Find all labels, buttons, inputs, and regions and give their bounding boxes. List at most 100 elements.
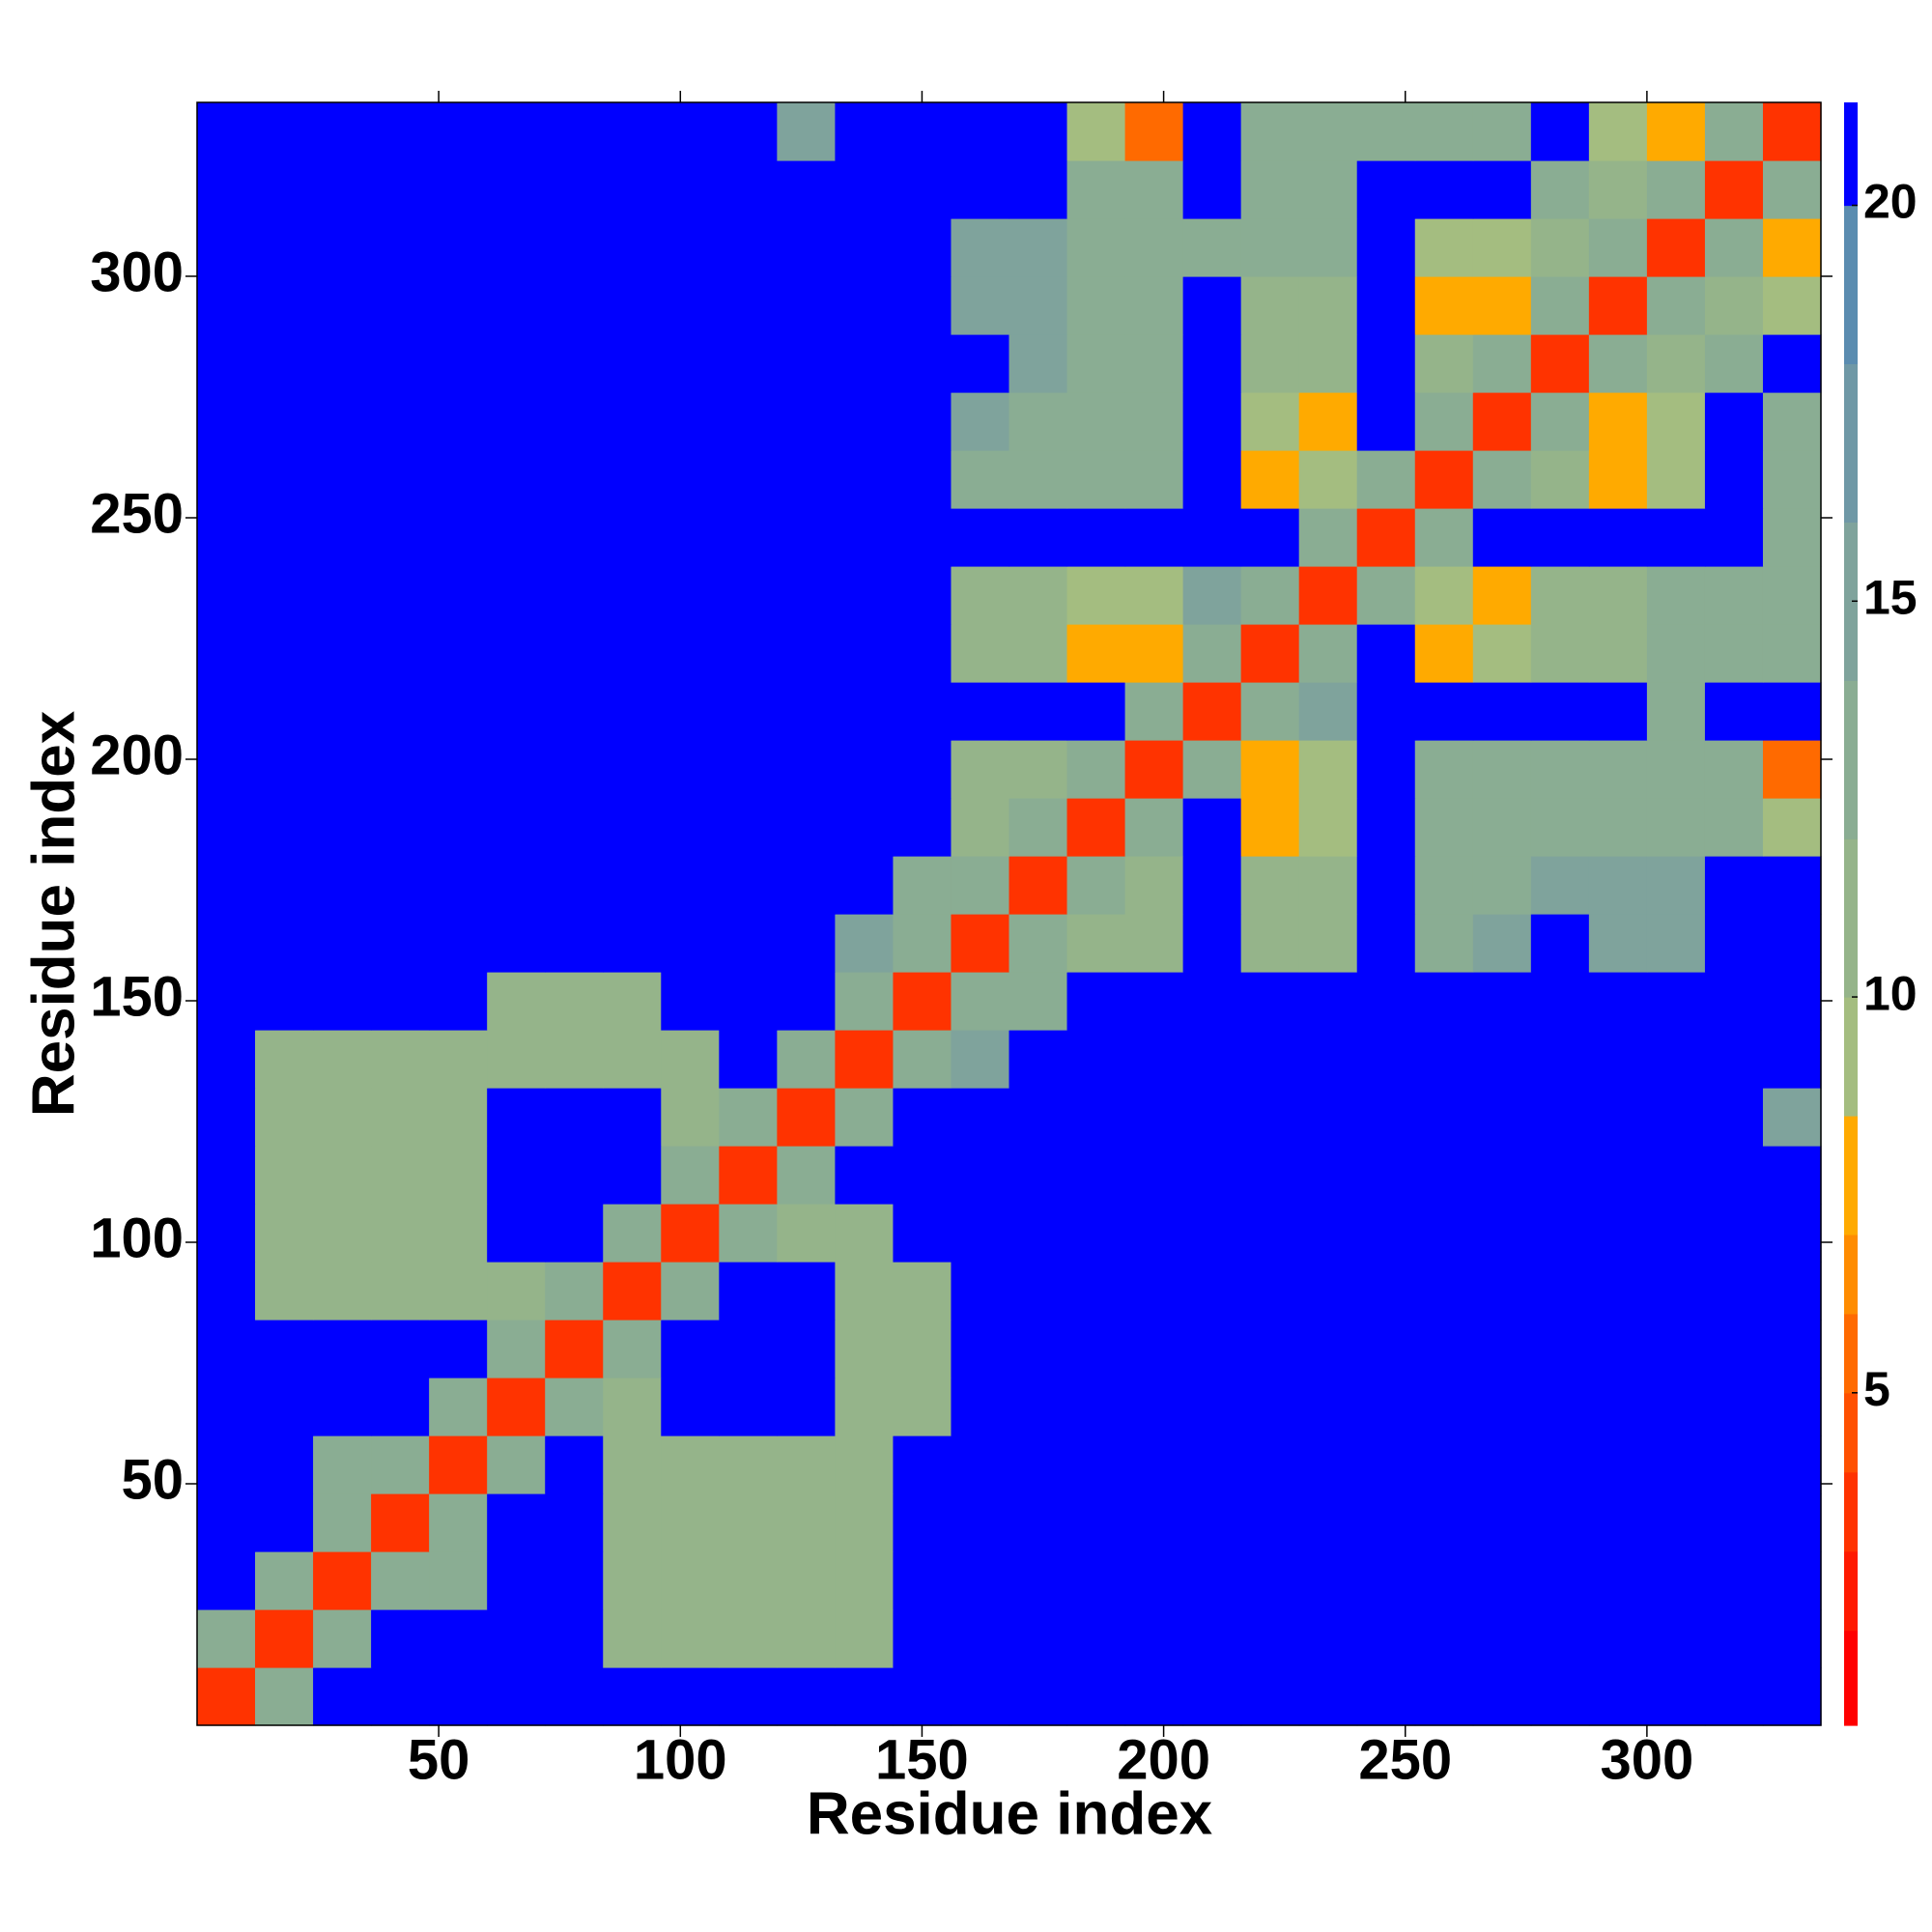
heatmap-cell — [1298, 972, 1358, 1031]
heatmap-cell — [1298, 1204, 1358, 1263]
heatmap-cell — [603, 1146, 662, 1205]
heatmap-cell — [661, 856, 720, 915]
heatmap-cell — [1066, 160, 1126, 219]
heatmap-cell — [1414, 160, 1474, 219]
heatmap-cell — [835, 1667, 895, 1726]
heatmap-cell — [313, 1551, 372, 1610]
heatmap-cell — [255, 566, 314, 625]
heatmap-cell — [197, 566, 256, 625]
heatmap-cell — [371, 624, 430, 683]
heatmap-cell — [1646, 508, 1706, 567]
heatmap-cell — [255, 1262, 314, 1321]
heatmap-cell — [1182, 1204, 1242, 1263]
heatmap-cell — [1124, 566, 1184, 625]
heatmap-cell — [1240, 508, 1300, 567]
heatmap-cell — [487, 1609, 546, 1668]
heatmap-cell — [719, 1146, 778, 1205]
heatmap-cell — [1009, 856, 1068, 915]
heatmap-cell — [1298, 1320, 1358, 1378]
heatmap-cell — [1530, 914, 1590, 973]
heatmap-cell — [313, 508, 372, 567]
heatmap-cell — [1588, 972, 1648, 1031]
heatmap-cell — [1009, 566, 1068, 625]
heatmap-cell — [661, 1493, 720, 1552]
heatmap-cell — [603, 160, 662, 219]
x-tick-label: 300 — [1601, 1728, 1694, 1791]
heatmap-cell — [1240, 218, 1300, 277]
heatmap-cell — [545, 1262, 604, 1321]
plot-frame — [196, 101, 1822, 1726]
heatmap-cell — [1240, 566, 1300, 625]
heatmap-cell — [313, 450, 372, 509]
heatmap-cell — [1762, 1030, 1822, 1089]
heatmap-cell — [1066, 1146, 1126, 1205]
heatmap-cell — [719, 1204, 778, 1263]
heatmap-cell — [545, 334, 604, 393]
heatmap-cell — [1588, 1551, 1648, 1610]
heatmap-cell — [1298, 1262, 1358, 1321]
heatmap-cell — [1124, 1551, 1184, 1610]
heatmap-cell — [1124, 276, 1184, 335]
heatmap-cell — [1704, 1493, 1764, 1552]
heatmap-cell — [1009, 160, 1068, 219]
heatmap-cell — [835, 1493, 895, 1552]
heatmap-cell — [1646, 1320, 1706, 1378]
heatmap-cell — [835, 1609, 895, 1668]
heatmap-cell — [1414, 914, 1474, 973]
heatmap-cell — [893, 1204, 952, 1263]
heatmap-cell — [951, 102, 1010, 161]
heatmap-cell — [1530, 1551, 1590, 1610]
heatmap-cell — [1066, 1204, 1126, 1263]
heatmap-cell — [1066, 102, 1126, 161]
heatmap-cell — [197, 1146, 256, 1205]
heatmap-cell — [197, 1609, 256, 1668]
heatmap-cell — [1646, 218, 1706, 277]
heatmap-cell — [1414, 624, 1474, 683]
heatmap-cell — [1762, 682, 1822, 741]
heatmap-cell — [1240, 1262, 1300, 1321]
heatmap-cell — [893, 1609, 952, 1668]
heatmap-cell — [719, 1088, 778, 1147]
heatmap-cell — [1530, 1378, 1590, 1436]
heatmap-cell — [893, 972, 952, 1031]
heatmap-cell — [429, 392, 488, 451]
heatmap-cell — [429, 856, 488, 915]
heatmap-cell — [1124, 102, 1184, 161]
heatmap-cell — [1414, 1204, 1474, 1263]
heatmap-cell — [1762, 856, 1822, 915]
heatmap-cell — [545, 1378, 604, 1436]
heatmap-cell — [1356, 1146, 1416, 1205]
heatmap-cell — [1588, 160, 1648, 219]
heatmap-cell — [1762, 798, 1822, 857]
heatmap-cell — [777, 508, 836, 567]
heatmap-cell — [1762, 1204, 1822, 1263]
heatmap-cell — [429, 1030, 488, 1089]
heatmap-cell — [487, 1320, 546, 1378]
heatmap-cell — [1124, 160, 1184, 219]
heatmap-cell — [1009, 1378, 1068, 1436]
heatmap-cell — [1762, 740, 1822, 799]
heatmap-cell — [835, 856, 895, 915]
heatmap-cell — [835, 334, 895, 393]
heatmap-cell — [1298, 856, 1358, 915]
heatmap-cell — [661, 160, 720, 219]
heatmap-cell — [1762, 1667, 1822, 1726]
heatmap-cell — [1704, 1320, 1764, 1378]
heatmap-cell — [313, 914, 372, 973]
axes: 50 100 150 200 250 300 50 100 150 200 250 300 5 10 15 2… — [90, 91, 1918, 1791]
heatmap-cell — [1530, 1088, 1590, 1147]
heatmap-cell — [197, 160, 256, 219]
heatmap-cell — [1588, 508, 1648, 567]
x-tick-label: 200 — [1117, 1728, 1210, 1791]
heatmap-cell — [1704, 102, 1764, 161]
heatmap-cell — [1298, 1493, 1358, 1552]
heatmap-cell — [951, 798, 1010, 857]
heatmap-cell — [429, 508, 488, 567]
heatmap-cell — [197, 740, 256, 799]
heatmap-cell — [1298, 798, 1358, 857]
heatmap-cell — [835, 218, 895, 277]
heatmap-cell — [1182, 740, 1242, 799]
heatmap-cell — [197, 1435, 256, 1494]
heatmap-cell — [1762, 334, 1822, 393]
heatmap-cell — [1182, 914, 1242, 973]
